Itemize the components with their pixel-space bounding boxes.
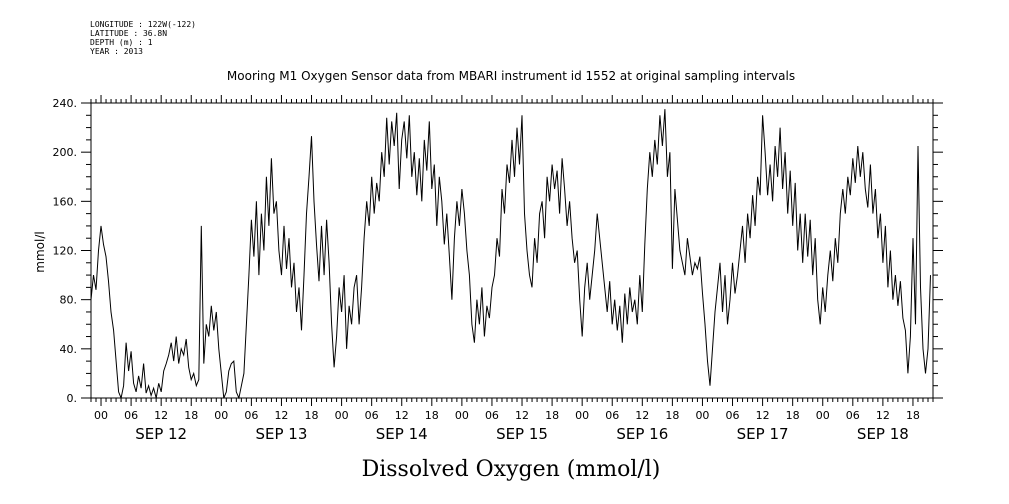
metadata-block: LONGITUDE : 122W(-122) LATITUDE : 36.8N … [90, 20, 196, 56]
y-tick-label: 120. [53, 245, 78, 258]
x-day-label: SEP 18 [857, 425, 909, 443]
x-hour-label: 18 [906, 409, 920, 422]
x-hour-label: 12 [515, 409, 529, 422]
x-day-label: SEP 17 [737, 425, 789, 443]
axes: 0. 40. 80. 120. 160. 200. 240. 00 06 12 18 SEP 12 00… [53, 95, 943, 443]
x-day-label: SEP 13 [255, 425, 307, 443]
latitude-text: LATITUDE : 36.8N [90, 29, 168, 38]
x-hour-label: 18 [425, 409, 439, 422]
x-hour-label: 00 [94, 409, 108, 422]
x-hour-label: 18 [184, 409, 198, 422]
x-hour-label: 12 [395, 409, 409, 422]
longitude-text: LONGITUDE : 122W(-122) [90, 20, 196, 29]
depth-text: DEPTH (m) : 1 [90, 38, 153, 47]
y-tick-label: 240. [53, 97, 78, 110]
y-tick-label: 80. [60, 294, 78, 307]
x-hour-label: 06 [244, 409, 258, 422]
x-hour-label: 06 [485, 409, 499, 422]
x-hour-label: 00 [214, 409, 228, 422]
x-hour-label: 18 [786, 409, 800, 422]
x-hour-label: 18 [665, 409, 679, 422]
x-hour-label: 00 [816, 409, 830, 422]
chart-title: Mooring M1 Oxygen Sensor data from MBARI… [227, 69, 795, 83]
x-day-label: SEP 12 [135, 425, 187, 443]
x-hour-label: 06 [726, 409, 740, 422]
x-day-label: SEP 15 [496, 425, 548, 443]
y-tick-label: 40. [60, 343, 78, 356]
y-tick-label: 0. [67, 392, 78, 405]
x-hour-label: 12 [635, 409, 649, 422]
x-hour-label: 18 [305, 409, 319, 422]
x-day-label: SEP 16 [616, 425, 668, 443]
x-hour-label: 12 [756, 409, 770, 422]
series-line [90, 109, 931, 400]
x-hour-label: 00 [695, 409, 709, 422]
x-hour-label: 06 [365, 409, 379, 422]
x-hour-label: 06 [605, 409, 619, 422]
x-hour-label: 18 [545, 409, 559, 422]
x-hour-label: 06 [846, 409, 860, 422]
y-axis-label: mmol/l [33, 231, 47, 272]
y-tick-label: 200. [53, 146, 78, 159]
x-hour-label: 12 [876, 409, 890, 422]
x-hour-label: 06 [124, 409, 138, 422]
y-tick-label: 160. [53, 195, 78, 208]
x-hour-label: 00 [455, 409, 469, 422]
x-hour-label: 12 [274, 409, 288, 422]
x-hour-label: 00 [335, 409, 349, 422]
x-axis-label: Dissolved Oxygen (mmol/l) [362, 457, 661, 482]
x-hour-label: 12 [154, 409, 168, 422]
x-hour-label: 00 [575, 409, 589, 422]
year-text: YEAR : 2013 [90, 47, 143, 56]
series-layer [90, 109, 931, 400]
x-day-label: SEP 14 [376, 425, 428, 443]
